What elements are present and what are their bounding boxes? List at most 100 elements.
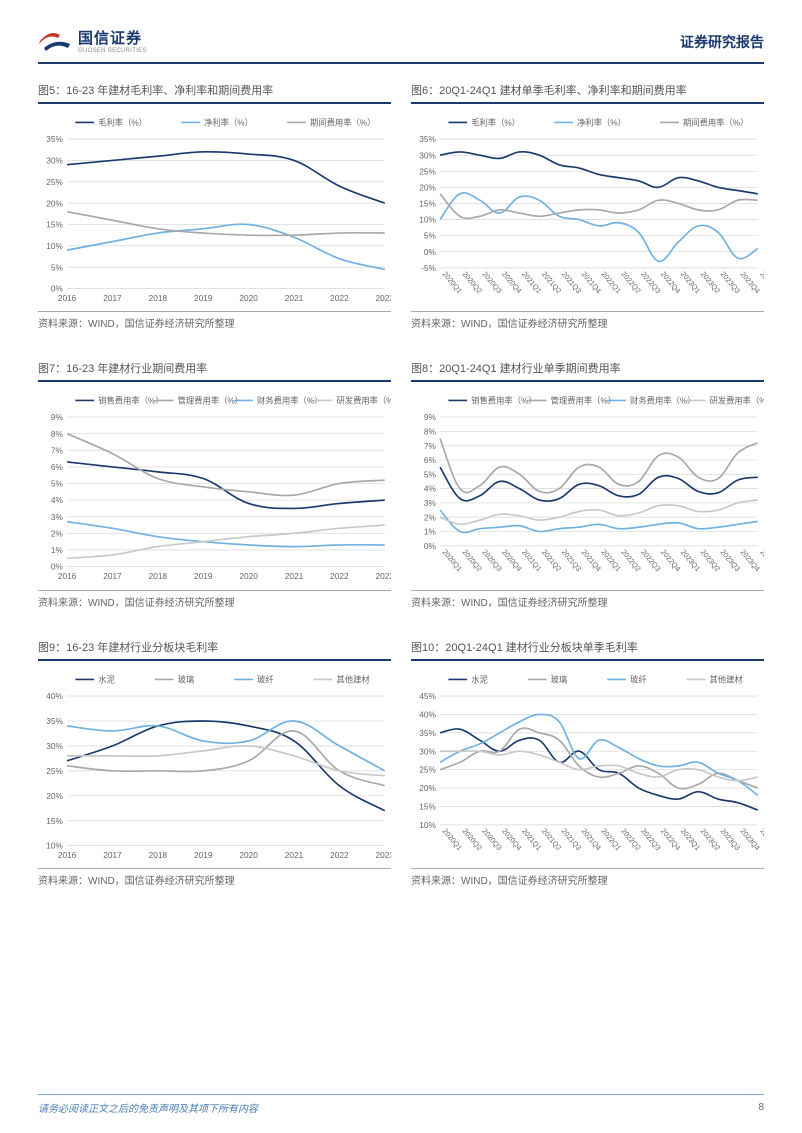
legend-label: 管理费用率（%） <box>178 396 243 406</box>
chart-title: 图8：20Q1-24Q1 建材行业单季期间费用率 <box>411 360 764 382</box>
page-number: 8 <box>758 1102 764 1113</box>
x-tick-label: 2022 <box>330 850 349 860</box>
y-tick-label: 2% <box>424 513 437 523</box>
x-tick-label: 2020Q1 <box>441 826 464 852</box>
y-tick-label: 30% <box>419 746 436 756</box>
x-tick-label: 2019 <box>194 850 213 860</box>
x-tick-label: 2022Q1 <box>599 548 622 574</box>
x-tick-label: 2022Q2 <box>619 826 642 852</box>
chart-source: 资料来源：WIND，国信证券经济研究所整理 <box>411 868 764 887</box>
y-tick-label: 25% <box>46 177 63 187</box>
y-tick-label: 20% <box>419 783 436 793</box>
x-tick-label: 2023Q1 <box>679 270 702 296</box>
series-line <box>67 522 385 547</box>
y-tick-label: 15% <box>419 801 436 811</box>
y-tick-label: 20% <box>419 182 436 192</box>
x-tick-label: 2022Q1 <box>599 826 622 852</box>
x-tick-label: 2021Q4 <box>580 826 603 852</box>
legend-label: 玻纤 <box>630 674 647 684</box>
y-tick-label: 4% <box>424 484 437 494</box>
series-line <box>440 439 758 493</box>
y-tick-label: 25% <box>419 764 436 774</box>
x-tick-label: 2022Q1 <box>599 270 622 296</box>
chart-fig5: 毛利率（%）净利率（%）期间费用率（%）0%5%10%15%20%25%30%3… <box>38 110 391 307</box>
chart-block: 图9：16-23 年建材行业分板块毛利率 水泥玻璃玻纤其他建材10%15%20%… <box>38 639 391 887</box>
chart-source: 资料来源：WIND，国信证券经济研究所整理 <box>38 868 391 887</box>
x-tick-label: 2023 <box>376 571 391 581</box>
series-line <box>67 224 385 269</box>
x-tick-label: 2021Q1 <box>520 548 543 574</box>
x-tick-label: 2022Q2 <box>619 548 642 574</box>
page-header: 国信证券 GUOSEN SECURITIES 证券研究报告 <box>38 30 764 64</box>
y-tick-label: 30% <box>46 156 63 166</box>
chart-block: 图10：20Q1-24Q1 建材行业分板块单季毛利率 水泥玻璃玻纤其他建材10%… <box>411 639 764 887</box>
x-tick-label: 2023 <box>376 850 391 860</box>
x-tick-label: 2023Q4 <box>738 548 761 574</box>
y-tick-label: 1% <box>424 527 437 537</box>
y-tick-label: 35% <box>46 134 63 144</box>
x-tick-label: 2023Q1 <box>679 826 702 852</box>
x-tick-label: 2020Q2 <box>460 826 483 852</box>
disclaimer-note: 请务必阅读正文之后的免责声明及其项下所有内容 <box>38 1100 258 1115</box>
x-tick-label: 2022Q4 <box>659 826 682 852</box>
x-tick-label: 2023Q4 <box>738 826 761 852</box>
legend-label: 水泥 <box>471 674 488 684</box>
y-tick-label: 2% <box>51 529 64 539</box>
series-line <box>440 510 758 533</box>
x-tick-label: 2017 <box>103 571 122 581</box>
chart-title: 图6：20Q1-24Q1 建材单季毛利率、净利率和期间费用率 <box>411 82 764 104</box>
y-tick-label: 15% <box>46 220 63 230</box>
y-tick-label: 40% <box>419 709 436 719</box>
y-tick-label: 20% <box>46 198 63 208</box>
legend-label: 研发费用率（%） <box>336 396 391 406</box>
x-tick-label: 2020 <box>239 571 258 581</box>
series-line <box>67 462 385 509</box>
y-tick-label: 6% <box>424 455 437 465</box>
series-line <box>67 434 385 496</box>
chart-title: 图7：16-23 年建材行业期间费用率 <box>38 360 391 382</box>
logo-name-cn: 国信证券 <box>78 31 147 46</box>
legend-label: 研发费用率（%） <box>709 396 764 406</box>
series-line <box>67 152 385 203</box>
x-tick-label: 2021Q3 <box>560 826 583 852</box>
x-tick-label: 2023Q2 <box>699 548 722 574</box>
x-tick-label: 2018 <box>149 293 168 303</box>
y-tick-label: 8% <box>51 429 64 439</box>
y-tick-label: 5% <box>424 231 437 241</box>
x-tick-label: 2023Q2 <box>699 826 722 852</box>
chart-title: 图10：20Q1-24Q1 建材行业分板块单季毛利率 <box>411 639 764 661</box>
y-tick-label: 3% <box>424 498 437 508</box>
x-tick-label: 2021 <box>285 850 304 860</box>
y-tick-label: 0% <box>424 247 437 257</box>
legend-label: 财务费用率（%） <box>630 396 695 406</box>
y-tick-label: 10% <box>419 215 436 225</box>
x-tick-label: 2022Q3 <box>639 270 662 296</box>
series-line <box>440 467 758 501</box>
chart-title: 图9：16-23 年建材行业分板块毛利率 <box>38 639 391 661</box>
x-tick-label: 2023Q3 <box>719 548 742 574</box>
series-line <box>440 728 758 789</box>
y-tick-label: 5% <box>424 470 437 480</box>
x-tick-label: 2023Q2 <box>699 270 722 296</box>
x-tick-label: 2022Q4 <box>659 270 682 296</box>
x-tick-label: 2017 <box>103 850 122 860</box>
y-tick-label: 15% <box>419 199 436 209</box>
chart-source: 资料来源：WIND，国信证券经济研究所整理 <box>411 590 764 609</box>
y-tick-label: 5% <box>51 262 64 272</box>
x-tick-label: 2020Q3 <box>480 826 503 852</box>
y-tick-label: 0% <box>424 541 437 551</box>
x-tick-label: 2021Q1 <box>520 826 543 852</box>
legend-label: 其他建材 <box>336 674 369 684</box>
chart-source: 资料来源：WIND，国信证券经济研究所整理 <box>38 590 391 609</box>
chart-fig9: 水泥玻璃玻纤其他建材10%15%20%25%30%35%40%201620172… <box>38 667 391 864</box>
y-tick-label: 10% <box>419 819 436 829</box>
series-line <box>67 730 385 785</box>
y-tick-label: 35% <box>419 727 436 737</box>
x-tick-label: 2021Q2 <box>540 548 563 574</box>
y-tick-label: 6% <box>51 462 64 472</box>
report-type-label: 证券研究报告 <box>680 32 764 52</box>
legend-label: 期间费用率（%） <box>310 118 375 128</box>
series-line <box>67 525 385 558</box>
y-tick-label: 4% <box>51 495 64 505</box>
x-tick-label: 2023Q3 <box>719 270 742 296</box>
